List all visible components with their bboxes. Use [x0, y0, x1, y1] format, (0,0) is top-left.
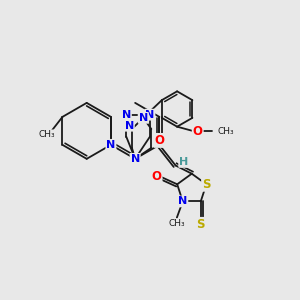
Text: O: O: [193, 124, 203, 138]
Text: H: H: [179, 157, 188, 167]
Text: N: N: [124, 121, 134, 131]
Text: CH₃: CH₃: [218, 127, 234, 136]
Text: S: S: [196, 218, 205, 231]
Text: N: N: [106, 140, 116, 150]
Text: O: O: [152, 170, 162, 183]
Text: N: N: [178, 196, 188, 206]
Text: N: N: [122, 110, 131, 120]
Text: CH₃: CH₃: [169, 219, 185, 228]
Text: CH₃: CH₃: [39, 130, 55, 139]
Text: N: N: [145, 110, 154, 120]
Text: N: N: [130, 154, 140, 164]
Text: O: O: [154, 134, 164, 147]
Text: S: S: [202, 178, 211, 191]
Text: N: N: [139, 113, 148, 123]
